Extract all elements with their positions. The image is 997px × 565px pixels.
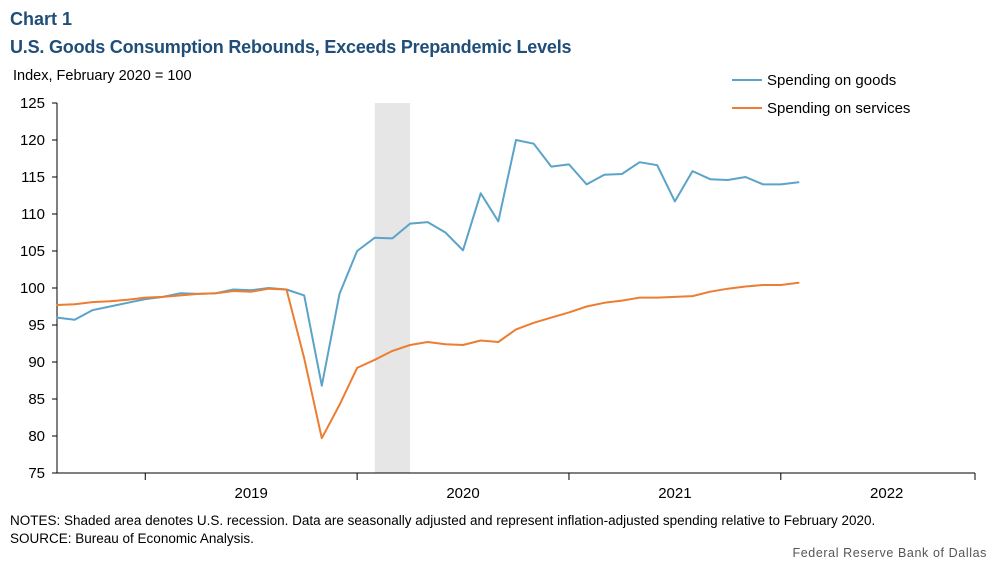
recession-shading [374, 103, 411, 473]
y-tick-label: 110 [21, 206, 45, 223]
y-tick-label: 95 [28, 317, 45, 334]
x-tick-label: 2019 [235, 485, 268, 502]
y-tick-label: 85 [28, 391, 45, 408]
y-tick-label: 115 [21, 169, 45, 186]
y-tick-label: 105 [20, 243, 45, 260]
x-tick-label: 2020 [446, 485, 479, 502]
series-line-goods [56, 139, 800, 387]
legend-label-goods: Spending on goods [767, 72, 896, 89]
y-axis-label: Index, February 2020 = 100 [13, 68, 192, 84]
credit-text: Federal Reserve Bank of Dallas [792, 546, 987, 560]
y-tick-label: 90 [28, 354, 45, 371]
x-tick-label: 2022 [870, 485, 903, 502]
y-tick-label: 75 [28, 465, 45, 482]
x-tick-label: 2021 [658, 485, 691, 502]
y-tick-label: 125 [20, 95, 45, 112]
y-tick-label: 80 [28, 428, 45, 445]
chart-notes: NOTES: Shaded area denotes U.S. recessio… [10, 512, 875, 548]
legend-label-services: Spending on services [767, 100, 910, 117]
chart-title: U.S. Goods Consumption Rebounds, Exceeds… [10, 37, 572, 57]
series-line-services [56, 281, 800, 440]
y-tick-label: 100 [20, 280, 45, 297]
chart-label: Chart 1 [10, 9, 73, 29]
source-text: SOURCE: Bureau of Economic Analysis. [10, 531, 254, 546]
y-tick-label: 120 [20, 132, 45, 149]
notes-text: NOTES: Shaded area denotes U.S. recessio… [10, 513, 876, 528]
